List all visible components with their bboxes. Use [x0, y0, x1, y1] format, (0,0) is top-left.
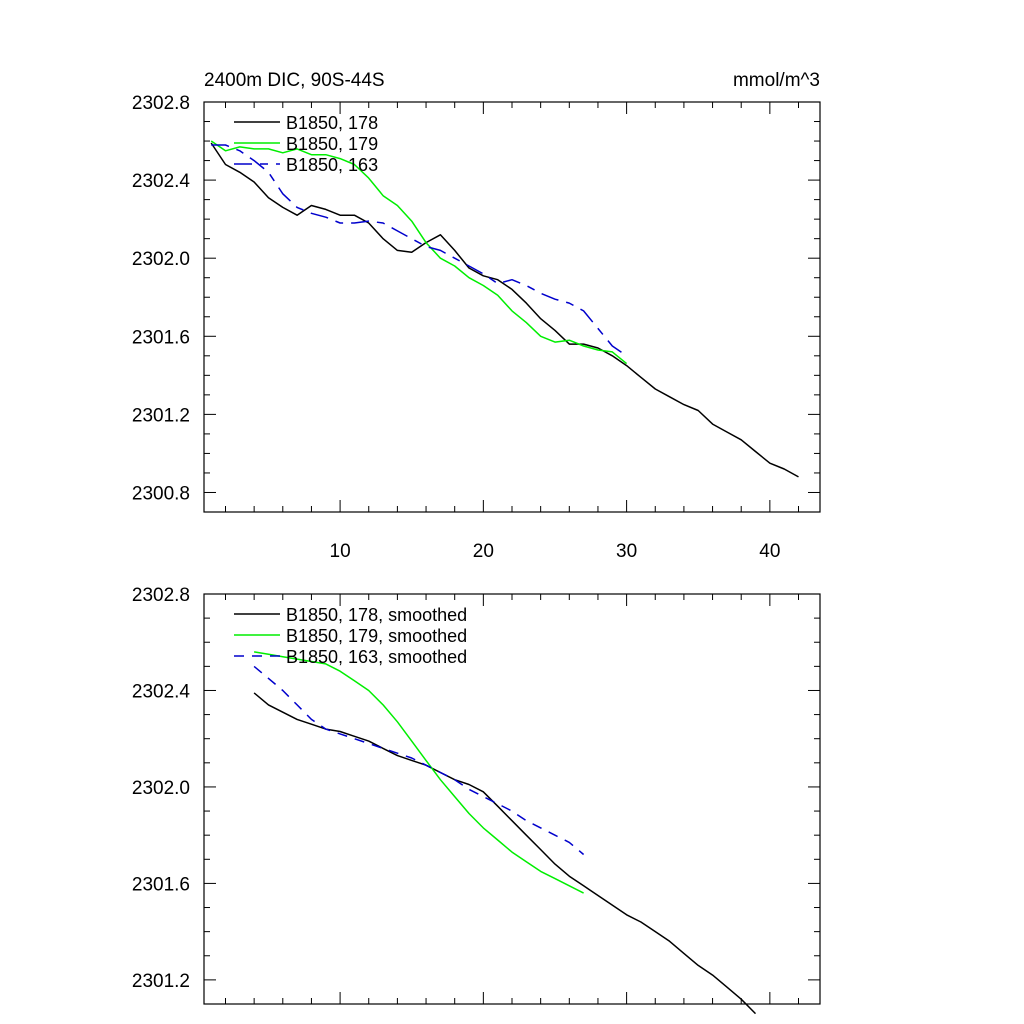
- top-x-tick-label: 10: [330, 541, 351, 562]
- top-y-tick-label: 2302.8: [132, 93, 190, 114]
- bottom-y-tick-label: 2302.0: [132, 778, 190, 799]
- bottom-legend-label-2: B1850, 163, smoothed: [286, 647, 467, 667]
- chart-title: 2400m DIC, 90S-44S: [204, 70, 385, 91]
- top-series-1-line: [210, 140, 628, 365]
- bottom-y-tick-label: 2301.6: [132, 874, 190, 895]
- top-series-0-line: [210, 142, 799, 478]
- bottom-y-tick-label: 2301.2: [132, 971, 190, 992]
- top-series-2-line: [211, 144, 628, 357]
- top-legend-label-0: B1850, 178: [286, 113, 378, 133]
- top-legend-label-1: B1850, 179: [286, 134, 378, 154]
- bottom-series-0-line: [253, 692, 757, 1015]
- top-x-tick-label: 40: [759, 541, 780, 562]
- bottom-series-2-line: [253, 665, 585, 856]
- top-legend-label-2: B1850, 163: [286, 155, 378, 175]
- units-label: mmol/m^3: [733, 70, 820, 91]
- top-y-tick-label: 2300.8: [132, 483, 190, 504]
- top-y-tick-label: 2301.2: [132, 405, 190, 426]
- top-y-tick-label: 2302.4: [132, 171, 191, 192]
- top-y-tick-label: 2301.6: [132, 327, 190, 348]
- bottom-legend-label-0: B1850, 178, smoothed: [286, 605, 467, 625]
- bottom-series-1-line: [253, 651, 584, 894]
- top-panel: 10 20 30 40 2300.8 2301.2 2301.6 2302.0 2302.4 23…: [132, 93, 821, 562]
- bottom-y-tick-label: 2302.8: [132, 585, 190, 606]
- top-x-tick-label: 20: [473, 541, 494, 562]
- top-x-tick-label: 30: [616, 541, 637, 562]
- bottom-panel: 2301.2 2301.6 2302.0 2302.4 2302.8 B1850, 178…: [132, 585, 821, 1015]
- top-y-tick-label: 2302.0: [132, 249, 190, 270]
- bottom-y-tick-label: 2302.4: [132, 681, 191, 702]
- bottom-legend-label-1: B1850, 179, smoothed: [286, 626, 467, 646]
